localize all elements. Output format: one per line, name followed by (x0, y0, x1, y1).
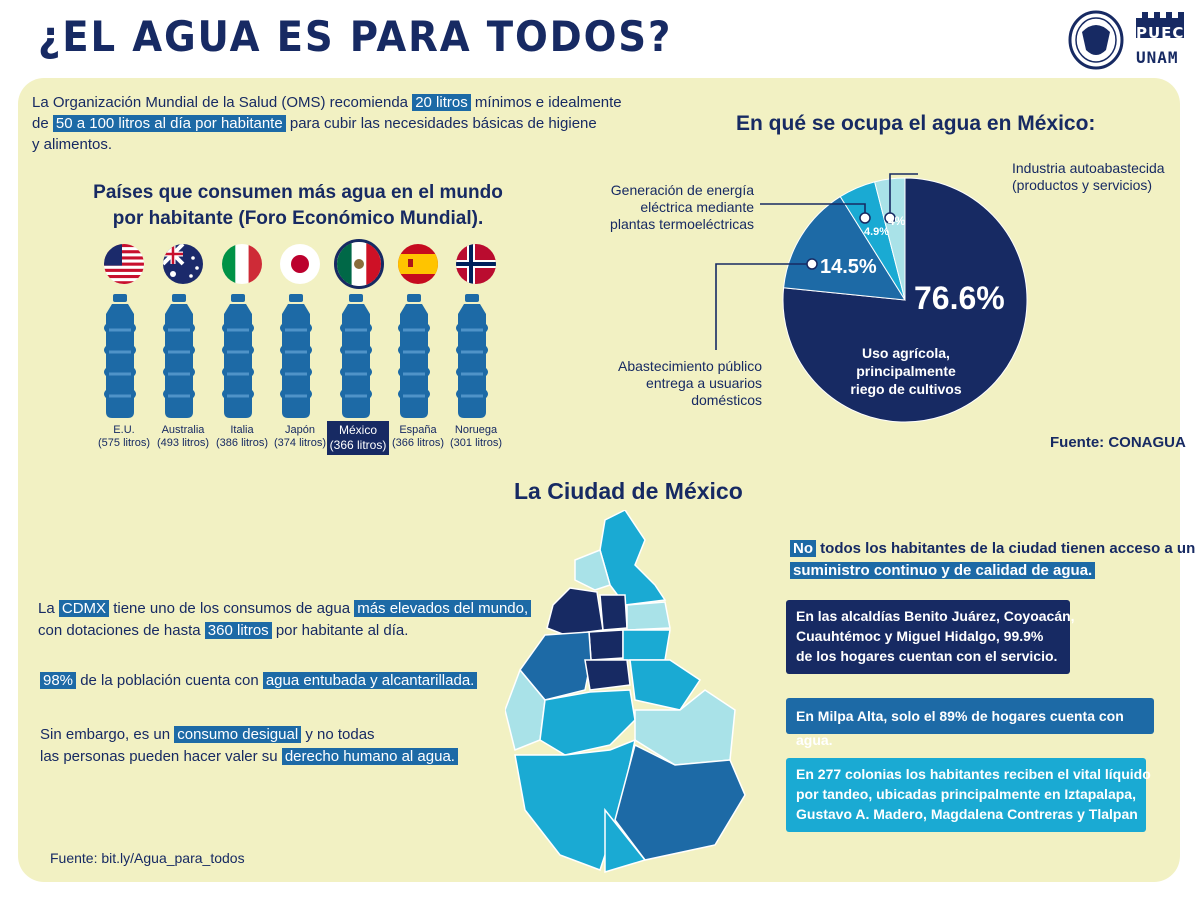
bottle-mexico-icon (338, 294, 374, 418)
map-cuauhtemoc (599, 594, 628, 631)
bottles-row (102, 294, 490, 418)
map-tlahuac (634, 689, 736, 766)
australia-flag-icon (163, 244, 203, 284)
intro-text: La Organización Mundial de la Salud (OMS… (32, 94, 622, 153)
country-label-australia: Australia (493 litros) (157, 424, 209, 449)
puec-unam-logo: PUEC UNAM (1134, 10, 1186, 72)
country-label-japan: Japón (374 litros) (274, 424, 326, 449)
map-iztacalco (622, 629, 671, 661)
pie-chart (782, 177, 1028, 423)
bottle-japan-icon (278, 294, 314, 418)
norway-flag-icon (456, 244, 496, 284)
page-title: ¿EL AGUA ES PARA TODOS? (38, 12, 673, 61)
map-azcapotzalco (574, 548, 611, 591)
pie-slice-label-industria: 4% (888, 214, 906, 228)
unam-text: UNAM (1136, 48, 1179, 67)
pie-leader-lines (715, 173, 918, 350)
cdmx-consumption-text: La CDMX tiene uno de los consumos de agu… (38, 598, 532, 642)
tandeo-box: En 277 colonias los habitantes reciben e… (786, 758, 1151, 832)
intro-highlight-50-100-litros: 50 a 100 litros al día por habitante (52, 115, 286, 132)
bottle-usa-icon (102, 294, 138, 418)
bottle-norway-icon (454, 294, 490, 418)
unam-seal-logo (1068, 10, 1124, 70)
spain-flag-icon (398, 244, 438, 284)
mexico-flag-icon (334, 239, 384, 289)
cdmx-coverage-text: 98% de la población cuenta con agua entu… (40, 670, 520, 692)
cdmx-map (505, 510, 746, 874)
country-label-mexico: México (366 litros) (327, 421, 389, 455)
country-label-spain: España (366 litros) (392, 424, 444, 449)
country-label-italy: Italia (386 litros) (216, 424, 268, 449)
bottle-australia-icon (161, 294, 197, 418)
pie-slice-label-energia: 4.9% (864, 226, 890, 238)
italy-flag-icon (222, 244, 262, 284)
cdmx-source: Fuente: bit.ly/Agua_para_todos (50, 850, 245, 866)
alcaldias-box: En las alcaldías Benito Juárez, Coyoacán… (786, 600, 1075, 674)
pie-legend-industria: Industria autoabastecida (productos y se… (1012, 160, 1165, 193)
cdmx-heading: La Ciudad de México (514, 478, 743, 504)
access-text: No todos los habitantes de la ciudad tie… (790, 538, 1195, 582)
map-gustavo-madero (599, 510, 667, 606)
puec-text: PUEC (1136, 24, 1185, 42)
intro-highlight-20-litros: 20 litros (412, 94, 471, 111)
pie-slice-publico (783, 195, 906, 301)
map-iztapalapa (629, 659, 702, 711)
cdmx-inequality-text: Sin embargo, es un consumo desigual y no… (40, 724, 520, 768)
country-label-usa: E.U. (575 litros) (98, 424, 150, 449)
pie-slice-label-publico: 14.5% (820, 256, 877, 278)
milpa-alta-box: En Milpa Alta, solo el 89% de hogares cu… (786, 698, 1154, 748)
map-benito-juarez (588, 629, 624, 661)
bottle-italy-icon (220, 294, 256, 418)
countries-heading: Países que consumen más agua en el mundo… (93, 182, 503, 229)
map-venustiano-carranza (626, 601, 671, 631)
usa-flag-icon (104, 244, 144, 284)
map-alvaro-obregon (539, 689, 636, 756)
country-label-norway: Noruega (301 litros) (450, 424, 502, 449)
pie-legend-publico: Abastecimiento público entrega a usuario… (618, 358, 762, 408)
pie-source: Fuente: CONAGUA (1050, 434, 1186, 451)
map-milpa-alta (614, 743, 746, 861)
pie-legend-energia: Generación de energía eléctrica mediante… (610, 182, 754, 232)
bottle-spain-icon (396, 294, 432, 418)
map-magdalena-contreras (505, 668, 546, 752)
map-coyoacan (584, 659, 631, 691)
map-xochimilco (604, 807, 647, 874)
japan-flag-icon (280, 244, 320, 284)
pie-slice-label-agricola: 76.6% (914, 280, 1005, 316)
map-miguel-hidalgo (546, 587, 604, 636)
pie-chart-title: En qué se ocupa el agua en México: (736, 112, 1096, 135)
pie-slice-name-agricola: Uso agrícola, principalmente riego de cu… (850, 345, 962, 397)
